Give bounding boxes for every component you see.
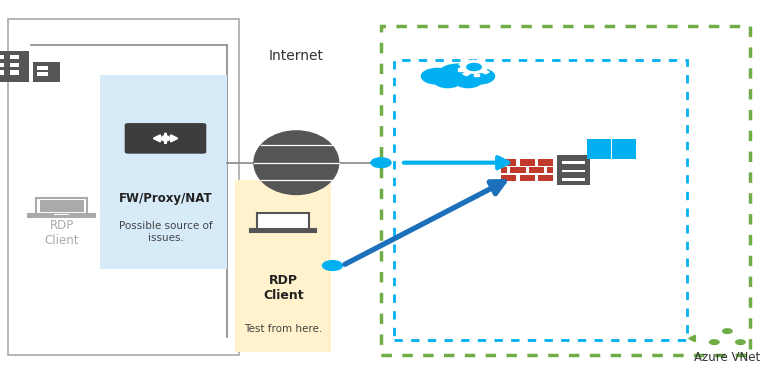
- Bar: [561, 169, 585, 172]
- Bar: [250, 229, 316, 232]
- Polygon shape: [486, 66, 490, 68]
- Text: RDP
Client: RDP Client: [45, 219, 79, 247]
- Text: Possible source of
issues.: Possible source of issues.: [119, 221, 213, 243]
- Bar: [529, 167, 544, 173]
- Polygon shape: [474, 74, 479, 76]
- Circle shape: [461, 61, 487, 73]
- Bar: [538, 159, 554, 166]
- FancyBboxPatch shape: [125, 123, 206, 154]
- Bar: [612, 150, 636, 159]
- Circle shape: [439, 64, 477, 83]
- Bar: [0, 51, 28, 82]
- Circle shape: [323, 261, 343, 270]
- Bar: [54, 214, 69, 215]
- Bar: [612, 139, 636, 149]
- Polygon shape: [459, 63, 466, 66]
- Text: RDP
Client: RDP Client: [263, 274, 303, 302]
- Bar: [588, 150, 611, 159]
- Bar: [37, 73, 48, 76]
- Bar: [520, 175, 535, 181]
- Bar: [501, 167, 507, 173]
- Bar: [561, 178, 585, 181]
- Bar: [0, 55, 4, 59]
- Circle shape: [467, 64, 481, 71]
- Circle shape: [421, 68, 454, 84]
- Polygon shape: [469, 61, 474, 63]
- Bar: [561, 161, 585, 164]
- Bar: [520, 159, 535, 166]
- Circle shape: [455, 75, 481, 88]
- Bar: [260, 215, 306, 228]
- Circle shape: [710, 340, 719, 344]
- Bar: [33, 62, 60, 82]
- Bar: [538, 175, 554, 181]
- Circle shape: [371, 158, 391, 168]
- Bar: [11, 63, 19, 67]
- Bar: [28, 214, 95, 217]
- Bar: [588, 139, 611, 149]
- Bar: [501, 175, 517, 181]
- Bar: [511, 167, 526, 173]
- Circle shape: [462, 68, 494, 84]
- Bar: [547, 167, 554, 173]
- FancyBboxPatch shape: [100, 75, 227, 269]
- Bar: [0, 63, 4, 67]
- Text: FW/Proxy/NAT: FW/Proxy/NAT: [119, 192, 213, 205]
- Polygon shape: [478, 61, 485, 64]
- Ellipse shape: [254, 131, 339, 194]
- FancyBboxPatch shape: [235, 180, 331, 352]
- Polygon shape: [482, 70, 489, 74]
- Bar: [11, 70, 19, 74]
- Circle shape: [434, 75, 461, 88]
- Text: Test from here.: Test from here.: [244, 324, 323, 334]
- Text: Internet: Internet: [269, 49, 324, 63]
- Bar: [11, 55, 19, 59]
- Circle shape: [735, 340, 745, 344]
- Text: Azure VNet: Azure VNet: [695, 351, 761, 364]
- Bar: [39, 200, 84, 212]
- Bar: [257, 213, 309, 229]
- Bar: [0, 70, 4, 74]
- Bar: [557, 155, 590, 185]
- Bar: [35, 198, 88, 214]
- Polygon shape: [458, 68, 463, 71]
- Circle shape: [722, 329, 732, 334]
- Polygon shape: [463, 72, 470, 76]
- Bar: [501, 159, 517, 166]
- Bar: [37, 66, 48, 70]
